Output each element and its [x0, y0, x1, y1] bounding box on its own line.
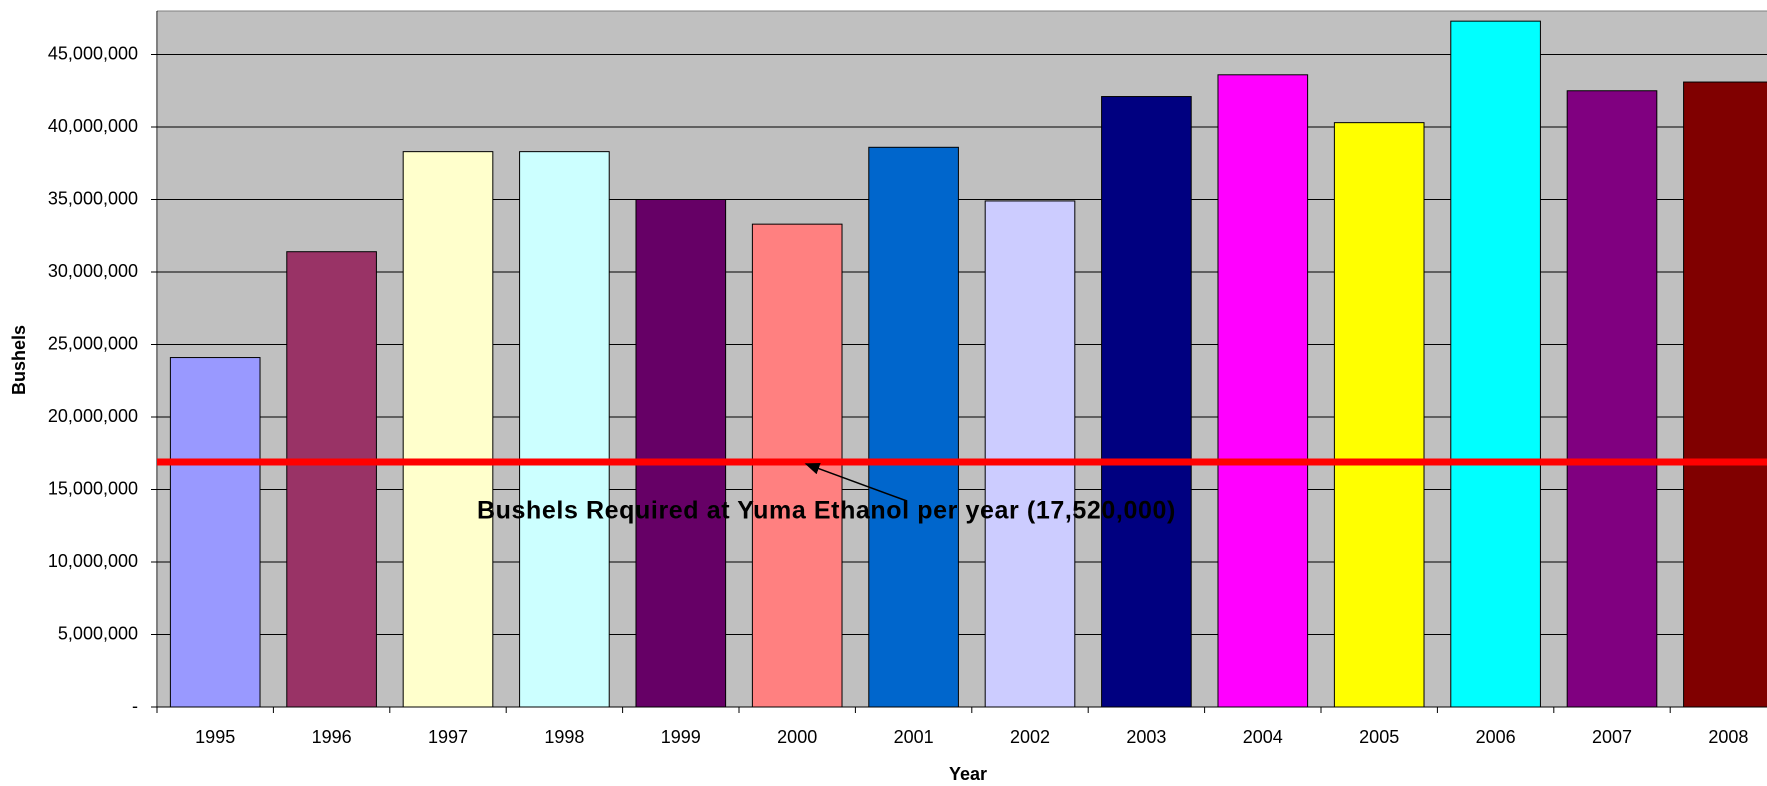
y-tick-label: 15,000,000 — [48, 478, 138, 498]
x-tick-label: 2008 — [1708, 727, 1748, 747]
x-tick-label: 2002 — [1010, 727, 1050, 747]
y-tick-label: 20,000,000 — [48, 406, 138, 426]
x-tick-label: 2000 — [777, 727, 817, 747]
bar — [519, 151, 610, 708]
x-tick-label: 2007 — [1592, 727, 1632, 747]
x-tick-label: 1996 — [312, 727, 352, 747]
y-tick-label: - — [132, 696, 138, 716]
x-tick-label: 1997 — [428, 727, 468, 747]
y-tick-label: 25,000,000 — [48, 333, 138, 353]
x-tick-label: 2003 — [1126, 727, 1166, 747]
annotation: Bushels Required at Yuma Ethanol per yea… — [477, 497, 1176, 525]
bar — [1683, 81, 1767, 708]
bar — [1217, 74, 1309, 708]
x-tick-label: 2004 — [1243, 727, 1283, 747]
x-tick-label: 1998 — [544, 727, 584, 747]
bar — [1333, 122, 1425, 708]
y-tick-label: 5,000,000 — [58, 623, 138, 643]
bar — [1101, 96, 1192, 708]
bar — [1566, 90, 1658, 708]
bar — [402, 151, 494, 708]
bar — [169, 357, 261, 708]
y-tick-label: 10,000,000 — [48, 551, 138, 571]
bar — [635, 199, 727, 708]
x-tick-label: 2006 — [1476, 727, 1516, 747]
annotation-arrow — [804, 462, 908, 502]
bar — [868, 146, 959, 708]
y-axis-title: Bushels — [9, 325, 29, 395]
y-tick-label: 45,000,000 — [48, 43, 138, 63]
y-tick-label: 30,000,000 — [48, 261, 138, 281]
y-tick-label: 40,000,000 — [48, 116, 138, 136]
bar — [751, 223, 843, 708]
x-axis-title: Year — [949, 764, 987, 784]
x-tick-label: 1995 — [195, 727, 235, 747]
bar — [984, 200, 1076, 708]
bar — [1450, 20, 1541, 708]
y-tick-label: 35,000,000 — [48, 188, 138, 208]
bar — [286, 251, 377, 708]
x-tick-label: 2005 — [1359, 727, 1399, 747]
x-tick-label: 1999 — [661, 727, 701, 747]
x-tick-label: 2001 — [894, 727, 934, 747]
